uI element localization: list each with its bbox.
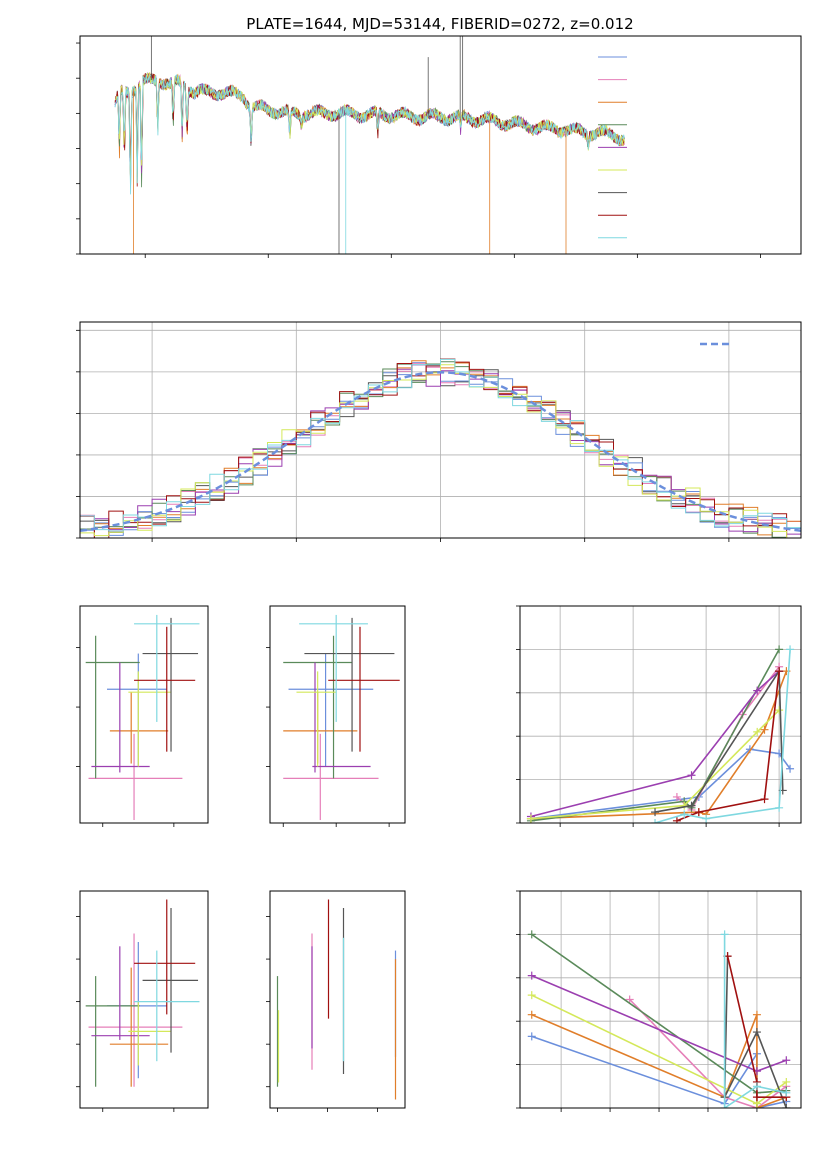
figure-title: PLATE=1644, MJD=53144, FIBERID=0272, z=0… [246,15,633,33]
weight-line-7 [723,956,788,1108]
weight-marker-7 [687,801,696,810]
weight-line-4 [530,649,780,822]
weight-marker-6 [775,706,784,715]
weight-marker-9 [720,1104,729,1108]
axes-frame [519,890,802,1109]
weight-line-9 [723,934,787,1108]
weight-marker-6 [526,814,535,823]
plot-area-mass-vs-ebv [276,899,397,1100]
panel-age-vs-Z [76,605,209,827]
plot-area-age-vs-mass [283,614,400,821]
weight-marker-9 [752,1082,761,1091]
weight-marker-6 [527,991,536,1000]
panel-weight-vs-Z [516,890,802,1112]
normal-reference-curve [80,371,801,532]
plot-area-weight-vs-age [526,645,795,823]
histogram-7 [80,369,801,538]
spectrum-line-1 [114,72,625,166]
weight-marker-9 [680,810,689,819]
weight-marker-8 [775,667,784,676]
weight-marker-9 [775,803,784,812]
weight-marker-9 [651,819,660,823]
plot-area-mass-vs-Z [85,899,200,1087]
weight-marker-4 [527,930,536,939]
weight-marker-2 [625,995,634,1004]
weight-line-6 [530,709,780,820]
weight-marker-8 [752,1093,761,1102]
weight-marker-7 [651,808,660,817]
plots-layer [76,35,802,1112]
weight-line-2 [676,666,780,812]
weight-marker-6 [753,727,762,736]
weight-marker-8 [760,795,769,804]
legends-layer [598,56,627,239]
plot-area-spectrum [114,36,625,254]
axes-frame [79,890,209,1109]
weight-marker-9 [702,814,711,823]
axes-frame [79,35,802,255]
weight-marker-7 [752,1028,761,1037]
plot-area-weight-vs-Z [527,930,791,1108]
axes-frame [79,605,209,824]
weight-line-8 [676,671,780,822]
weight-marker-8 [694,808,703,817]
weight-marker-1 [786,764,795,773]
weight-marker-5 [753,686,762,695]
panel-mass-vs-Z [76,890,209,1112]
panel-age-vs-mass [266,605,406,827]
axes-frame [269,890,406,1109]
weight-marker-7 [782,1104,791,1108]
panel-spectrum [76,35,802,258]
weight-marker-8 [672,816,681,823]
weight-marker-1 [527,1032,536,1041]
weight-marker-9 [786,645,795,654]
weight-marker-5 [527,971,536,980]
weight-marker-6 [782,1077,791,1086]
panel-residuals [76,321,802,542]
weight-line-7 [654,668,784,813]
weight-line-3 [530,670,788,820]
panel-weight-vs-age [516,605,802,827]
histogram-6 [80,364,801,538]
weight-marker-9 [782,1088,791,1097]
panel-mass-vs-ebv [266,890,406,1112]
weight-marker-4 [775,645,784,654]
weight-line-5 [530,670,780,818]
spectrum-line-9 [114,74,625,195]
weight-marker-3 [760,725,769,734]
axes-frame [269,605,406,824]
plot-area-age-vs-Z [85,614,200,821]
weight-marker-5 [687,771,696,780]
weight-marker-5 [782,1056,791,1065]
weight-marker-3 [752,1010,761,1019]
axes-frame [519,605,802,824]
weight-marker-2 [672,792,681,801]
weight-marker-9 [720,930,729,939]
spectrum-legend [598,56,627,239]
plot-area-residuals [80,358,801,538]
weight-marker-3 [527,1010,536,1019]
histogram-9 [80,358,801,532]
